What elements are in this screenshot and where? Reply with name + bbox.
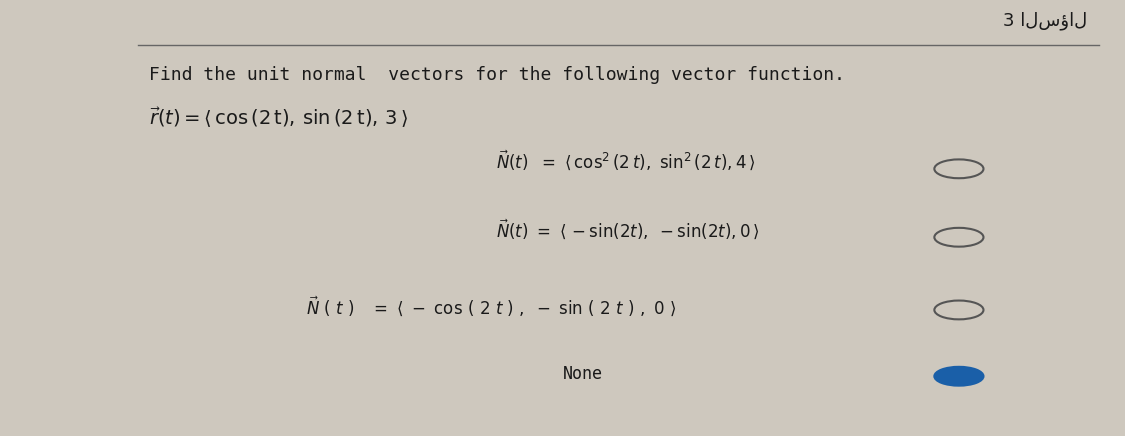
- Text: $\vec{N}(t)\ =\ \langle\,-\sin(2t),\ -\sin(2t),0\,\rangle$: $\vec{N}(t)\ =\ \langle\,-\sin(2t),\ -\s…: [495, 217, 759, 241]
- Text: 3 السؤال: 3 السؤال: [1004, 11, 1088, 30]
- Text: None: None: [562, 365, 603, 383]
- Text: Find the unit normal  vectors for the following vector function.: Find the unit normal vectors for the fol…: [150, 66, 845, 84]
- Circle shape: [935, 367, 983, 386]
- Text: $\vec{r}(t) = \langle\,\mathrm{cos\,(2\,t),\,sin\,(2\,t),\,3}\,\rangle$: $\vec{r}(t) = \langle\,\mathrm{cos\,(2\,…: [150, 106, 408, 129]
- Text: $\vec{N}(t)\ \ =\ \langle\,\cos^{2}(2\,t),\ \sin^{2}(2\,t),4\,\rangle$: $\vec{N}(t)\ \ =\ \langle\,\cos^{2}(2\,t…: [495, 148, 755, 172]
- Text: $\vec{N}\ (\ t\ )\ \ \ =\ \langle\ -\ \mathrm{cos}\ (\ 2\ t\ )\ ,\ -\ \mathrm{si: $\vec{N}\ (\ t\ )\ \ \ =\ \langle\ -\ \m…: [306, 294, 676, 317]
